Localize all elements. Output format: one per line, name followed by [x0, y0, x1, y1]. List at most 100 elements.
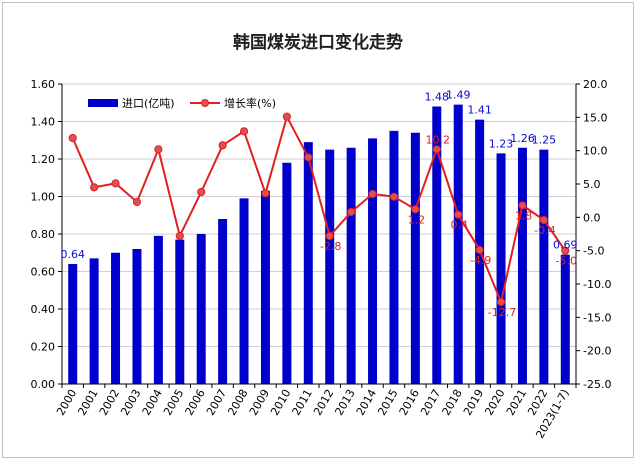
x-tick-label: 2000 — [54, 387, 79, 418]
growth-rate-point — [68, 133, 77, 143]
x-tick-label: 2001 — [75, 387, 100, 418]
bar — [368, 138, 378, 384]
bar — [196, 234, 206, 384]
rate-data-label: -5.0 — [556, 255, 577, 268]
legend-bar-label: 进口(亿吨) — [122, 97, 175, 110]
bar — [560, 254, 570, 384]
x-tick-label: 2012 — [311, 387, 336, 418]
bar — [410, 132, 420, 384]
right-tick-label: 0.0 — [583, 211, 601, 224]
right-tick-label: -25.0 — [583, 378, 611, 391]
rate-data-label: -2.8 — [320, 240, 341, 253]
bar — [282, 162, 292, 384]
x-tick-label: 2015 — [375, 387, 400, 418]
bar — [346, 147, 356, 384]
bar-series — [68, 104, 570, 384]
right-tick-label: -10.0 — [583, 278, 611, 291]
growth-rate-point — [239, 127, 249, 136]
bar-data-label: 1.25 — [532, 134, 557, 147]
legend-line-marker — [201, 99, 209, 107]
growth-rate-point — [90, 183, 99, 192]
growth-rate-point — [197, 187, 206, 197]
bar — [239, 198, 249, 384]
bar — [89, 258, 99, 384]
x-tick-label: 2021 — [504, 387, 529, 418]
bar — [132, 249, 142, 384]
bar — [68, 264, 78, 384]
bar — [325, 149, 335, 384]
x-tick-label: 2016 — [397, 387, 422, 418]
rate-data-label: 1.8 — [515, 209, 533, 222]
growth-rate-point — [389, 192, 399, 201]
bar-data-label: 0.69 — [553, 239, 578, 252]
rate-data-label: 1.2 — [408, 213, 426, 226]
left-tick-label: 1.40 — [31, 116, 56, 129]
growth-rate-point — [282, 112, 291, 121]
bar-data-label: 1.23 — [489, 137, 514, 150]
chart-title: 韩国煤炭进口变化走势 — [233, 32, 403, 53]
legend: 进口(亿吨) 增长率(%) — [88, 96, 276, 110]
legend-line-label: 增长率(%) — [224, 96, 276, 110]
bar — [389, 130, 399, 384]
growth-rate-point — [561, 246, 570, 255]
growth-rate-point — [432, 145, 441, 154]
bar — [111, 252, 121, 384]
left-tick-label: 0.80 — [31, 228, 56, 241]
growth-rate-point — [518, 201, 527, 210]
growth-rate-point — [454, 210, 463, 219]
growth-rate-point — [154, 145, 163, 154]
growth-rate-point — [111, 179, 120, 188]
x-tick-label: 2014 — [354, 387, 379, 418]
left-tick-label: 0.40 — [31, 303, 56, 316]
growth-rate-point — [368, 189, 377, 199]
bar — [496, 153, 506, 384]
left-tick-label: 0.00 — [31, 378, 56, 391]
rate-data-label: -0.4 — [534, 224, 555, 237]
x-tick-label: 2018 — [440, 387, 465, 418]
x-tick-label: 2006 — [183, 387, 208, 418]
x-tick-label: 2008 — [225, 387, 250, 418]
bar — [218, 219, 228, 384]
bar — [539, 149, 549, 384]
left-tick-label: 1.60 — [31, 78, 56, 91]
left-tick-label: 0.60 — [31, 266, 56, 279]
right-tick-label: -15.0 — [583, 311, 611, 324]
right-tick-label: 5.0 — [583, 178, 601, 191]
bar-data-label: 1.49 — [446, 89, 471, 102]
growth-rate-point — [132, 197, 142, 207]
bar-data-label: 1.26 — [510, 132, 535, 145]
left-tick-label: 1.20 — [31, 153, 56, 166]
legend-bar-swatch — [88, 99, 118, 107]
bar — [432, 106, 442, 384]
growth-rate-line — [71, 113, 567, 306]
x-tick-label: 2011 — [290, 387, 315, 418]
growth-rate-point — [325, 231, 334, 241]
growth-rate-point — [261, 189, 270, 198]
growth-rate-point — [411, 205, 420, 214]
bar-data-label: 0.64 — [60, 248, 85, 261]
x-tick-label: 2017 — [418, 387, 443, 418]
rate-data-label: 10.2 — [426, 133, 451, 146]
x-tick-label: 2007 — [204, 387, 229, 418]
growth-rate-point — [304, 153, 313, 162]
left-tick-label: 1.00 — [31, 191, 56, 204]
right-tick-label: 10.0 — [583, 145, 608, 158]
line-series — [68, 112, 570, 307]
bar — [260, 190, 270, 384]
growth-rate-point — [475, 245, 484, 255]
rate-data-label: 0.4 — [450, 219, 468, 232]
rate-data-label: -4.9 — [470, 254, 491, 267]
bar — [153, 235, 163, 384]
right-tick-label: -5.0 — [583, 245, 604, 258]
x-tick-label: 2005 — [161, 387, 186, 418]
bar-data-label: 1.41 — [467, 104, 492, 117]
x-tick-label: 2019 — [461, 387, 486, 418]
x-tick-label: 2002 — [97, 387, 122, 418]
right-tick-label: 15.0 — [583, 111, 608, 124]
x-tick-label: 2020 — [482, 387, 507, 418]
growth-rate-point — [347, 207, 356, 217]
growth-rate-point — [539, 215, 548, 225]
growth-rate-point — [496, 297, 506, 307]
rate-data-label: -12.7 — [488, 306, 516, 319]
